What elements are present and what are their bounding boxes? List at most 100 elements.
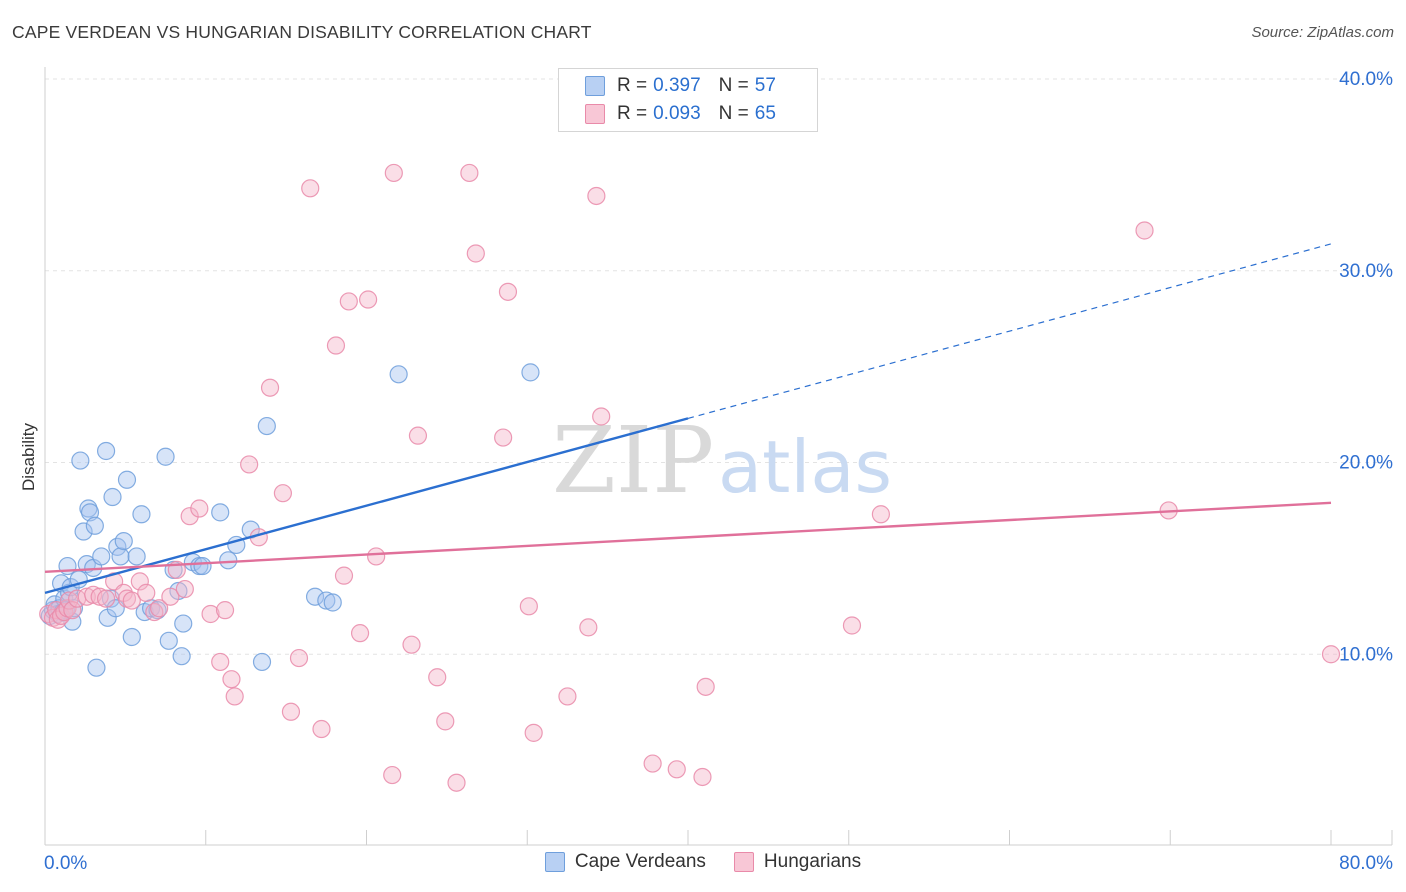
point-cape-verdeans bbox=[252, 652, 272, 672]
point-cape-verdeans bbox=[193, 556, 212, 576]
y-tick-label: 40.0% bbox=[1339, 69, 1393, 90]
point-hungarians bbox=[211, 652, 230, 672]
legend-r-label: R = bbox=[617, 103, 648, 124]
point-cape-verdeans bbox=[92, 547, 111, 566]
point-cape-verdeans bbox=[103, 487, 122, 507]
point-cape-verdeans bbox=[122, 627, 141, 647]
point-cape-verdeans bbox=[111, 547, 130, 566]
point-hungarians bbox=[871, 505, 891, 524]
x-tick-label: 80.0% bbox=[1339, 853, 1393, 874]
series-legend-label: Cape Verdeans bbox=[574, 851, 706, 872]
series-legend-label: Hungarians bbox=[763, 851, 862, 872]
point-hungarians bbox=[260, 378, 280, 397]
point-hungarians bbox=[643, 754, 662, 773]
point-hungarians bbox=[402, 635, 421, 654]
point-hungarians bbox=[693, 767, 712, 787]
point-hungarians bbox=[350, 624, 370, 643]
point-cape-verdeans bbox=[117, 470, 137, 489]
point-cape-verdeans bbox=[156, 447, 175, 466]
point-hungarians bbox=[301, 179, 320, 198]
point-hungarians bbox=[273, 484, 293, 503]
series-swatch-pink bbox=[733, 852, 754, 872]
point-hungarians bbox=[175, 579, 194, 599]
point-cape-verdeans bbox=[114, 532, 133, 551]
point-hungarians bbox=[587, 186, 606, 206]
y-axis-title: Disability bbox=[19, 422, 38, 491]
point-hungarians bbox=[122, 591, 141, 610]
points-layer bbox=[39, 163, 1341, 792]
point-cape-verdeans bbox=[257, 416, 276, 436]
legend-n-label: N = bbox=[718, 103, 749, 124]
point-cape-verdeans bbox=[305, 587, 325, 606]
point-hungarians bbox=[579, 618, 598, 637]
point-hungarians bbox=[1135, 221, 1154, 240]
point-cape-verdeans bbox=[127, 547, 146, 566]
point-hungarians bbox=[494, 428, 513, 447]
y-tick-label: 20.0% bbox=[1339, 453, 1393, 474]
point-cape-verdeans bbox=[85, 516, 104, 535]
point-cape-verdeans bbox=[71, 451, 90, 470]
chart-title: CAPE VERDEAN VS HUNGARIAN DISABILITY COR… bbox=[12, 22, 592, 42]
point-cape-verdeans bbox=[219, 551, 238, 570]
point-hungarians bbox=[150, 599, 169, 618]
point-cape-verdeans bbox=[87, 658, 106, 677]
point-hungarians bbox=[240, 455, 259, 474]
series-legend-item-cape-verdeans[interactable]: Cape Verdeans bbox=[544, 851, 706, 873]
point-hungarians bbox=[384, 163, 403, 183]
legend-r-value: 0.397 bbox=[653, 75, 701, 96]
point-cape-verdeans bbox=[323, 593, 342, 612]
point-hungarians bbox=[592, 407, 611, 426]
point-hungarians bbox=[137, 583, 156, 602]
trendline-hungarians bbox=[44, 501, 1332, 573]
point-hungarians bbox=[222, 670, 241, 689]
legend: R = 0.397 N = 57 R = 0.093 N = 65 bbox=[558, 68, 818, 132]
point-hungarians bbox=[447, 773, 466, 792]
point-cape-verdeans bbox=[317, 591, 336, 610]
point-hungarians bbox=[667, 760, 686, 779]
point-hungarians bbox=[96, 589, 116, 608]
point-hungarians bbox=[696, 677, 715, 696]
legend-n-label: N = bbox=[718, 75, 749, 96]
legend-swatch-pink bbox=[585, 104, 605, 124]
point-hungarians bbox=[524, 723, 543, 742]
point-hungarians bbox=[359, 290, 378, 309]
legend-swatch-blue bbox=[585, 76, 605, 96]
legend-row-hungarians: R = 0.093 N = 65 bbox=[585, 103, 776, 125]
labels-layer: 10.0% 20.0% 30.0% 40.0% 0.0% 80.0% Disability bbox=[19, 69, 1393, 874]
point-hungarians bbox=[201, 604, 220, 624]
point-hungarians bbox=[460, 163, 479, 183]
point-hungarians bbox=[519, 597, 538, 616]
axis-layer bbox=[44, 67, 1393, 846]
point-cape-verdeans bbox=[159, 631, 178, 650]
point-hungarians bbox=[842, 616, 862, 635]
point-hungarians bbox=[367, 547, 386, 566]
point-cape-verdeans bbox=[174, 614, 193, 633]
point-hungarians bbox=[558, 687, 577, 706]
legend-r-value: 0.093 bbox=[653, 103, 701, 124]
point-cape-verdeans bbox=[389, 365, 408, 384]
point-hungarians bbox=[289, 648, 309, 668]
point-cape-verdeans bbox=[521, 363, 540, 382]
trendline-cape-verdeans-extension bbox=[687, 243, 1332, 419]
point-hungarians bbox=[383, 765, 402, 785]
point-hungarians bbox=[326, 336, 346, 355]
point-cape-verdeans bbox=[172, 647, 191, 666]
point-cape-verdeans bbox=[80, 503, 100, 522]
point-hungarians bbox=[180, 507, 199, 526]
series-swatch-blue bbox=[544, 852, 565, 872]
legend-n-value: 65 bbox=[754, 103, 776, 124]
point-hungarians bbox=[428, 668, 447, 687]
y-tick-label: 10.0% bbox=[1339, 644, 1393, 665]
watermark: ZIP atlas bbox=[552, 407, 892, 514]
point-hungarians bbox=[77, 587, 96, 606]
point-hungarians bbox=[90, 587, 109, 606]
point-hungarians bbox=[498, 282, 518, 301]
legend-row-cape-verdeans: R = 0.397 N = 57 bbox=[585, 75, 776, 97]
point-hungarians bbox=[334, 566, 354, 585]
trendline-cape-verdeans bbox=[44, 417, 689, 595]
series-legend-item-hungarians[interactable]: Hungarians bbox=[733, 851, 862, 873]
point-hungarians bbox=[466, 244, 485, 263]
point-cape-verdeans bbox=[74, 522, 93, 541]
point-hungarians bbox=[281, 702, 301, 721]
